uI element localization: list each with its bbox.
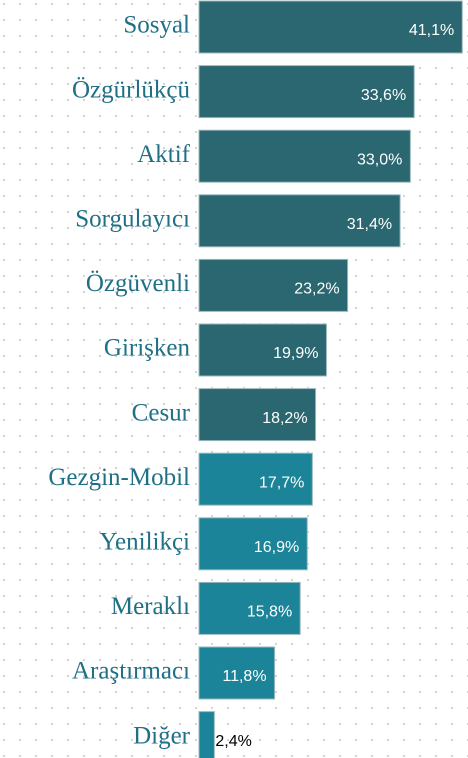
bar [198,646,276,700]
category-label: Özgüvenli [86,270,190,297]
category-label: Yenilikçi [99,529,190,556]
category-label: Meraklı [111,593,190,620]
category-label: Gezgin-Mobil [48,464,190,491]
value-label: 23,2% [294,281,339,298]
value-label: 16,9% [254,539,299,556]
category-label: Cesur [132,399,191,426]
bar [198,194,401,248]
value-label: 17,7% [259,474,304,491]
category-label: Aktif [137,141,190,168]
category-label: Diğer [133,722,191,749]
value-label: 18,2% [262,410,307,427]
category-label: Araştırmacı [72,658,190,685]
bar [198,65,415,119]
bar [198,388,317,442]
category-label: Özgürlükçü [72,76,191,103]
bar [198,452,313,506]
value-label: 31,4% [347,216,392,233]
bar [198,323,327,377]
category-label: Sorgulayıcı [75,206,190,233]
value-label: 33,0% [357,151,402,168]
value-label: 19,9% [273,345,318,362]
bar [198,0,463,54]
bar [198,711,215,758]
value-label: 2,4% [215,733,251,750]
bar [198,581,301,635]
value-label: 11,8% [222,668,266,685]
value-label: 41,1% [409,22,454,39]
value-label: 15,8% [247,604,292,621]
category-label: Sosyal [123,12,190,39]
bar [198,258,349,312]
bar [198,129,411,183]
bar [198,517,308,571]
value-label: 33,6% [361,87,406,104]
category-label: Girişken [104,335,191,362]
